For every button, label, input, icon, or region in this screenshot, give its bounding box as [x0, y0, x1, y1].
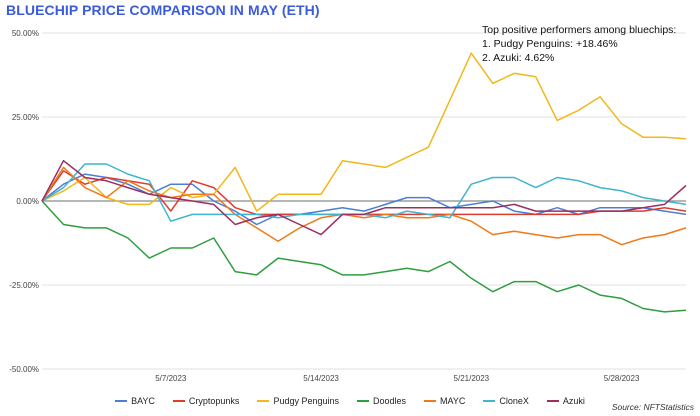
legend-swatch [172, 400, 185, 402]
y-tick-label: -50.00% [9, 365, 39, 374]
chart-title: BLUECHIP PRICE COMPARISON IN MAY (ETH) [6, 2, 320, 18]
legend-label: BAYC [131, 396, 155, 406]
legend-label: Doodles [373, 396, 407, 406]
x-tick-label: 5/14/2023 [303, 374, 339, 383]
legend-label: Pudgy Penguins [273, 396, 339, 406]
source-note: Source: NFTStatistics [611, 402, 694, 412]
legend-label: Cryptopunks [188, 396, 240, 406]
annotation-second: 2. Azuki: 4.62% [482, 52, 555, 64]
legend-swatch [115, 400, 128, 402]
series-line-pudgy-penguins [41, 52, 687, 212]
legend-item-cryptopunks: Cryptopunks [172, 396, 240, 406]
legend-item-mayc: MAYC [424, 396, 465, 406]
grid-layer [42, 32, 686, 370]
series-line-azuki [41, 159, 687, 236]
series-line-doodles [41, 200, 687, 313]
legend-swatch [357, 400, 369, 402]
x-tick-label: 5/28/2023 [604, 374, 640, 383]
y-tick-label: 50.00% [12, 29, 39, 38]
legend-item-doodles: Doodles [357, 396, 406, 406]
legend-item-pudgy-penguins: Pudgy Penguins [257, 396, 339, 406]
y-tick-label: 0.00% [16, 197, 39, 206]
legend-label: MAYC [440, 396, 466, 406]
series-lines [41, 52, 687, 313]
legend-swatch [483, 400, 496, 402]
series-line-mayc [41, 166, 687, 246]
annotation-first: 1. Pudgy Penguins: +18.46% [482, 38, 618, 50]
legend-swatch [257, 400, 270, 402]
legend-label: CloneX [499, 396, 529, 406]
legend-label: Azuki [562, 396, 585, 406]
legend-item-clonex: CloneX [483, 396, 529, 406]
x-tick-label: 5/7/2023 [155, 374, 187, 383]
series-line-bayc [41, 173, 687, 226]
x-axis-ticks: 5/7/2023 5/14/2023 5/21/2023 5/28/2023 [155, 374, 640, 383]
chart-legend: BAYC Cryptopunks Pudgy Penguins Doodles MAYC… [0, 396, 700, 406]
y-axis-ticks: 50.00% 25.00% 0.00% -25.00% -50.00% [9, 29, 39, 374]
annotation-heading: Top positive performers among bluechips: [482, 24, 677, 36]
legend-swatch [424, 400, 437, 402]
legend-item-azuki: Azuki [546, 396, 585, 406]
y-tick-label: 25.00% [12, 113, 39, 122]
y-tick-label: -25.00% [9, 281, 39, 290]
legend-swatch [546, 400, 559, 402]
top-performers-annotation: Top positive performers among bluechips:… [482, 23, 676, 65]
legend-item-bayc: BAYC [115, 396, 155, 406]
x-tick-label: 5/21/2023 [454, 374, 490, 383]
